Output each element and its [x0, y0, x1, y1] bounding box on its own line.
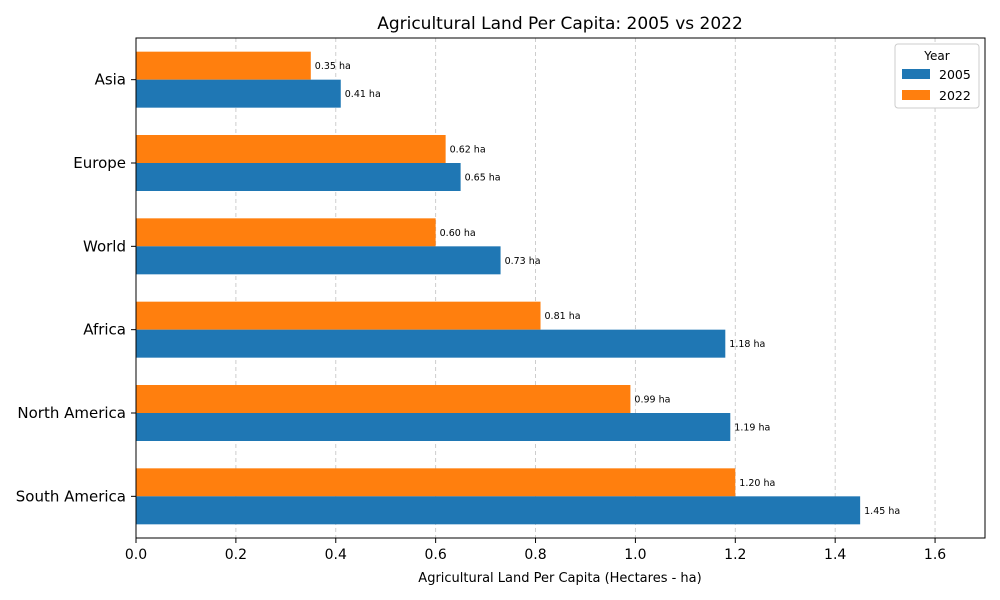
grid-lines	[135, 38, 936, 538]
legend-entry-label: 2022	[939, 88, 971, 103]
data-label-2005: 0.41 ha	[345, 89, 381, 100]
y-category-label: North America	[17, 404, 126, 422]
y-category-label: Europe	[73, 154, 126, 172]
bar-2022	[136, 135, 446, 163]
plot-frame	[135, 37, 986, 539]
y-category-label: World	[83, 237, 126, 255]
legend-entry-label: 2005	[939, 67, 971, 82]
x-tick-label: 0.4	[325, 547, 347, 563]
x-tick-label: 0.8	[524, 547, 546, 563]
x-axis-label: Agricultural Land Per Capita (Hectares -…	[418, 571, 701, 586]
bar-2022	[136, 51, 311, 80]
chart-title: Agricultural Land Per Capita: 2005 vs 20…	[377, 14, 743, 34]
x-tick-label: 0.6	[425, 547, 447, 563]
legend-swatch	[902, 90, 930, 100]
bar-2005	[136, 163, 461, 191]
bar-2005	[136, 246, 501, 275]
bars	[136, 51, 861, 525]
bar-2005	[136, 413, 731, 441]
legend-swatch	[902, 69, 930, 79]
data-label-2005: 0.73 ha	[505, 256, 541, 267]
x-tick-label: 1.0	[624, 547, 646, 563]
y-category-labels: Asia Europe World Africa North America South …	[16, 71, 136, 505]
bar-2022	[136, 468, 736, 497]
x-tick-label: 1.2	[724, 547, 746, 563]
legend: Year 2005 2022	[894, 43, 980, 109]
x-tick-label: 1.6	[924, 547, 946, 563]
data-label-2022: 0.81 ha	[545, 311, 581, 322]
data-label-2022: 0.99 ha	[634, 395, 670, 406]
x-ticks: 0.0 0.2 0.4 0.6 0.8 1.0 1.2 1.4 1.6	[125, 538, 946, 563]
bar-2022	[136, 218, 436, 247]
y-category-label: Asia	[95, 71, 126, 89]
x-tick-label: 1.4	[824, 547, 846, 563]
bar-2005	[136, 496, 861, 525]
data-label-2022: 0.60 ha	[440, 228, 476, 239]
bar-2022	[136, 385, 631, 413]
bar-2022	[136, 301, 541, 330]
legend-title: Year	[923, 49, 949, 63]
data-label-2022: 0.35 ha	[315, 61, 351, 72]
data-label-2022: 0.62 ha	[450, 145, 486, 156]
x-tick-label: 0.2	[225, 547, 247, 563]
data-label-2005: 1.19 ha	[734, 423, 770, 434]
data-labels: 0.35 ha 0.41 ha 0.62 ha 0.65 ha 0.60 ha 0.73 …	[315, 61, 900, 517]
y-category-label: South America	[16, 487, 126, 505]
data-label-2005: 1.18 ha	[729, 339, 765, 350]
data-label-2005: 0.65 ha	[465, 173, 501, 184]
bar-2005	[136, 329, 726, 358]
bar-2005	[136, 79, 341, 108]
axes	[135, 37, 986, 539]
y-category-label: Africa	[83, 321, 126, 339]
data-label-2005: 1.45 ha	[864, 506, 900, 517]
data-label-2022: 1.20 ha	[739, 478, 775, 489]
x-tick-label: 0.0	[125, 547, 147, 563]
